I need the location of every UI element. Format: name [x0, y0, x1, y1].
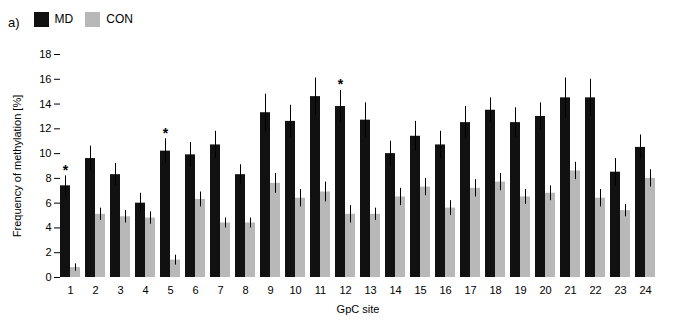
svg-text:12: 12: [339, 284, 351, 296]
html-text:a): a): [8, 14, 20, 30]
svg-text:4: 4: [142, 284, 148, 296]
svg-text:5: 5: [167, 284, 173, 296]
html-text:MD: MD: [54, 12, 74, 26]
svg-text:4: 4: [45, 221, 51, 233]
svg-text:18: 18: [489, 284, 501, 296]
svg-text:21: 21: [564, 284, 576, 296]
svg-text:18: 18: [39, 48, 51, 60]
svg-text:14: 14: [389, 284, 401, 296]
svg-text:2: 2: [45, 246, 51, 258]
svg-text:13: 13: [364, 284, 376, 296]
svg-text:19: 19: [514, 284, 526, 296]
svg-text:11: 11: [315, 284, 326, 296]
svg-text:10: 10: [39, 147, 51, 159]
svg-text:3: 3: [117, 284, 123, 296]
svg-text:24: 24: [639, 284, 651, 296]
svg-text:15: 15: [414, 284, 426, 296]
html-text:CON: CON: [106, 12, 133, 26]
svg-text:0: 0: [45, 271, 51, 283]
svg-text:6: 6: [192, 284, 198, 296]
svg-text:*: *: [163, 125, 169, 141]
svg-text:8: 8: [242, 284, 248, 296]
svg-text:16: 16: [39, 73, 51, 85]
svg-text:23: 23: [614, 284, 626, 296]
svg-text:Frequency of methylation [%]: Frequency of methylation [%]: [11, 95, 23, 237]
svg-text:7: 7: [217, 284, 223, 296]
svg-text:9: 9: [267, 284, 273, 296]
svg-text:*: *: [63, 162, 69, 178]
svg-text:20: 20: [539, 284, 551, 296]
svg-text:GpC site: GpC site: [337, 303, 380, 315]
svg-text:2: 2: [92, 284, 98, 296]
svg-text:8: 8: [45, 172, 51, 184]
svg-text:12: 12: [39, 122, 51, 134]
svg-text:6: 6: [45, 197, 51, 209]
svg-text:10: 10: [289, 284, 301, 296]
svg-text:16: 16: [439, 284, 451, 296]
svg-text:14: 14: [39, 98, 51, 110]
svg-text:17: 17: [464, 284, 476, 296]
svg-text:1: 1: [67, 284, 73, 296]
svg-text:22: 22: [589, 284, 601, 296]
svg-text:*: *: [338, 76, 344, 92]
